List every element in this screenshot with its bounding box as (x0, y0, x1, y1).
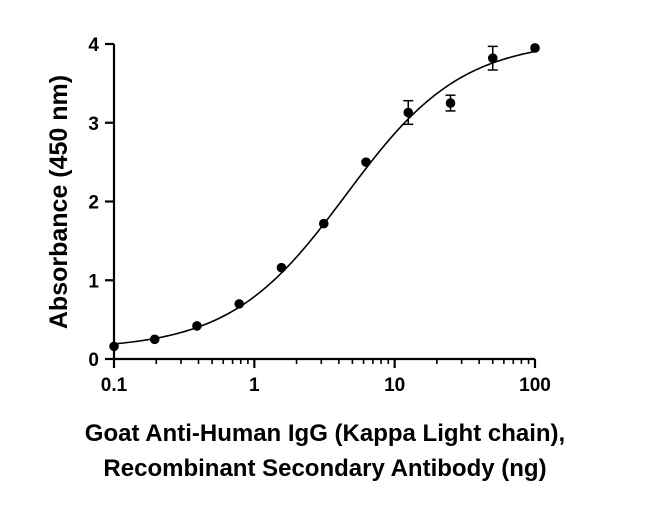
y-tick-label: 1 (88, 271, 99, 292)
y-tick-label: 0 (88, 350, 99, 371)
data-point (361, 157, 371, 167)
x-tick-label: 0.1 (101, 375, 128, 396)
y-tick-label: 2 (88, 193, 99, 214)
x-axis-ticks: 0.1 1 10 100 (101, 359, 551, 396)
x-tick-label: 1 (249, 375, 260, 396)
x-axis-title-line-1: Goat Anti-Human IgG (Kappa Light chain), (85, 420, 565, 447)
data-point (318, 218, 329, 229)
data-points (109, 43, 540, 352)
axes: 0 1 2 3 4 0.1 1 10 100 (88, 35, 550, 396)
data-point (149, 334, 160, 345)
data-point (234, 299, 244, 309)
x-axis-title-line-2: Recombinant Secondary Antibody (ng) (103, 455, 546, 482)
fit-curve (113, 50, 536, 345)
data-point (276, 262, 287, 273)
data-point (192, 321, 202, 331)
data-point (530, 43, 540, 53)
data-point (109, 341, 119, 352)
y-axis-ticks: 0 1 2 3 4 (88, 35, 114, 371)
y-tick-label: 4 (88, 35, 99, 56)
x-tick-label: 100 (519, 375, 551, 396)
data-point (487, 53, 498, 63)
y-tick-label: 3 (88, 114, 99, 135)
y-axis-title: Absorbance (450 nm) (45, 75, 73, 329)
x-tick-label: 10 (384, 375, 405, 396)
data-point (445, 98, 456, 108)
data-point (403, 107, 414, 118)
